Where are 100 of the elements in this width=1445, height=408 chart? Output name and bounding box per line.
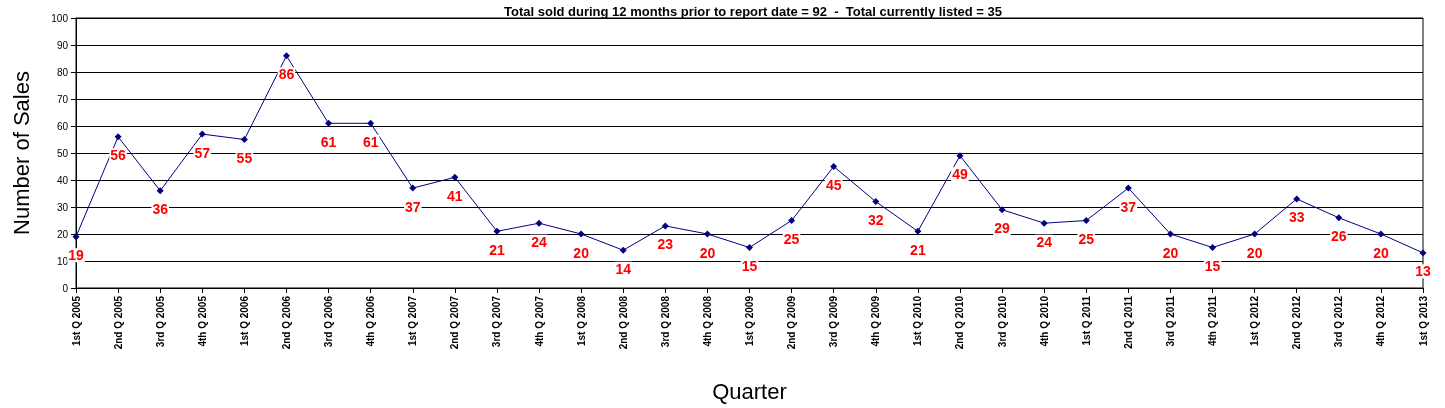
data-label: 26 [1331,228,1347,245]
point [1082,217,1090,224]
y-tick-label: 40 [56,174,69,186]
data-label: 21 [910,241,926,258]
data-label: 20 [1162,244,1179,261]
point [661,222,669,230]
x-tick-label: 2nd Q 2006 [280,295,292,350]
point [535,219,543,227]
point [156,187,164,195]
point [1377,230,1385,238]
point [703,230,711,238]
data-label: 61 [320,133,337,150]
x-tick-label: 4th Q 2010 [1038,295,1050,347]
data-label: 14 [615,260,632,277]
point [998,206,1006,214]
x-tick-label: 1st Q 2007 [407,295,419,347]
point [451,173,459,181]
y-tick-label: 100 [51,12,69,24]
x-tick-label: 4th Q 2011 [1207,295,1219,347]
x-tick-label: 1st Q 2013 [1417,295,1429,347]
y-tick-label: 50 [56,147,69,159]
data-label: 29 [994,220,1011,237]
x-axis-title: Quarter [712,378,787,404]
data-label: 33 [1288,209,1305,226]
x-tick-label: 3rd Q 2005 [154,295,166,348]
chart-title: Total sold during 12 months prior to report date = 92 - Total currently listed = 35 [504,4,1002,19]
x-tick-label: 2nd Q 2005 [112,295,124,350]
x-tick-label: 2nd Q 2007 [449,295,461,350]
point [830,163,838,170]
y-tick-label: 80 [56,66,69,78]
point [746,244,753,251]
data-label: 45 [825,177,842,193]
x-tick-label: 1st Q 2010 [912,295,924,347]
x-tick-label: 3rd Q 2006 [323,295,335,348]
point [1166,230,1174,238]
x-tick-label: 3rd Q 2008 [659,295,671,348]
point [872,198,880,206]
data-label: 23 [657,236,674,253]
data-label: 56 [110,147,127,164]
data-label: 13 [1415,263,1431,280]
x-tick-label: 3rd Q 2011 [1164,295,1176,347]
x-tick-label: 4th Q 2008 [701,295,713,347]
y-tick-label: 70 [56,93,69,105]
x-tick-label: 3rd Q 2012 [1333,295,1345,348]
data-label: 20 [1373,244,1389,261]
y-tick-label: 10 [56,255,69,267]
point [367,119,375,127]
y-tick-label: 20 [56,228,69,240]
point [914,227,922,235]
data-label: 37 [404,198,421,215]
x-tick-label: 1st Q 2005 [70,295,82,347]
data-label: 57 [194,144,211,161]
x-tick-label: 2nd Q 2012 [1291,295,1303,350]
x-tick-label: 1st Q 2006 [238,295,250,347]
data-label: 20 [699,244,716,261]
point [114,133,122,141]
data-label: 86 [278,66,295,83]
point [1419,249,1427,257]
data-label: 19 [68,247,84,264]
data-label: 24 [1036,233,1053,250]
point [1040,219,1048,227]
data-label: 36 [152,201,169,218]
x-tick-label: 1st Q 2012 [1249,295,1261,347]
x-tick-label: 2nd Q 2008 [617,295,629,350]
point [1209,244,1217,251]
data-label: 41 [447,187,463,204]
point [619,246,627,254]
point [409,184,417,192]
data-label: 25 [783,231,800,247]
point [788,217,796,224]
point [282,52,290,60]
x-tick-label: 3rd Q 2007 [491,295,503,348]
point [198,130,206,138]
data-label: 37 [1120,198,1137,215]
x-tick-label: 4th Q 2009 [870,295,882,347]
point [325,119,333,127]
data-label: 32 [867,212,884,229]
x-tick-label: 4th Q 2007 [533,295,545,347]
x-tick-label: 2nd Q 2010 [954,295,966,350]
y-tick-label: 90 [56,39,69,51]
point [240,136,248,143]
data-label: 20 [1246,244,1263,261]
data-label: 15 [1204,258,1221,274]
y-tick-label: 0 [62,282,69,294]
data-label: 61 [362,133,379,150]
x-tick-label: 4th Q 2006 [365,295,377,347]
point [577,230,585,238]
point [1251,230,1259,238]
data-label: 24 [531,233,548,250]
x-tick-label: 1st Q 2011 [1080,295,1092,346]
x-tick-label: 2nd Q 2009 [786,295,798,350]
point [1335,214,1343,222]
x-tick-label: 3rd Q 2010 [996,295,1008,348]
point [956,152,964,160]
y-tick-label: 30 [56,201,69,213]
y-tick-label: 60 [56,120,69,132]
data-label: 20 [573,244,590,261]
data-label: 55 [236,150,253,166]
data-label: 25 [1078,231,1095,247]
x-tick-label: 2nd Q 2011 [1122,295,1134,349]
